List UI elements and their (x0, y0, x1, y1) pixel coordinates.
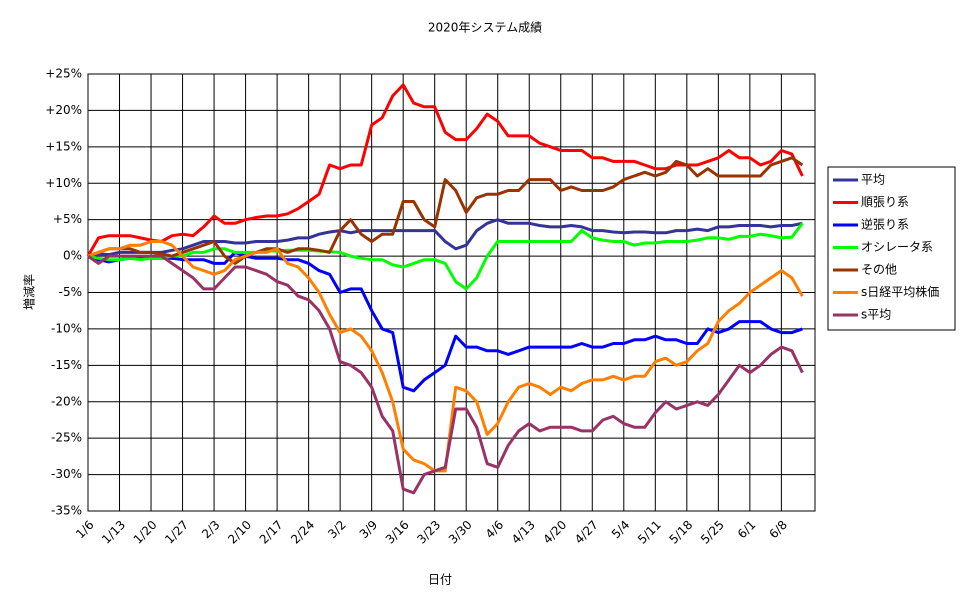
legend-label: 逆張り系 (861, 217, 909, 232)
y-tick-label: -25% (51, 431, 82, 445)
chart-title: 2020年システム成績 (428, 21, 542, 35)
x-tick-label: 2/10 (225, 518, 254, 547)
x-tick-label: 5/11 (635, 518, 664, 547)
y-tick-label: +25% (45, 67, 82, 81)
legend-label: s日経平均株価 (861, 284, 939, 299)
x-tick-label: 1/20 (131, 518, 160, 547)
x-tick-label: 4/6 (483, 518, 507, 542)
legend-label: 順張り系 (861, 195, 909, 209)
x-tick-label: 3/23 (414, 518, 443, 547)
y-tick-label: +15% (45, 139, 82, 153)
x-tick-label: 3/30 (446, 518, 475, 547)
y-tick-label: -5% (59, 285, 82, 299)
series-line (87, 240, 804, 473)
y-tick-label: 0% (63, 249, 82, 263)
legend-label: オシレータ系 (861, 240, 933, 254)
series-line (87, 222, 804, 291)
x-tick-label: 6/8 (766, 518, 790, 542)
x-tick-label: 3/9 (357, 518, 381, 542)
x-tick-label: 5/4 (609, 518, 633, 542)
x-tick-label: 2/17 (257, 518, 286, 547)
y-axis-label: 増減率 (22, 274, 37, 310)
series-line (87, 254, 804, 495)
y-tick-label: -30% (51, 467, 82, 481)
y-tick-label: -15% (51, 358, 82, 372)
series-line (87, 250, 803, 393)
y-tick-label: +10% (45, 176, 82, 190)
legend-label: s平均 (861, 308, 891, 322)
x-tick-label: 1/27 (162, 518, 191, 547)
x-tick-label: 6/1 (735, 518, 759, 542)
x-tick-label: 4/27 (572, 518, 601, 547)
legend-label: 平均 (861, 173, 885, 187)
x-tick-label: 3/16 (383, 518, 412, 547)
y-tick-label: -20% (51, 394, 82, 408)
x-tick-label: 1/6 (73, 518, 97, 542)
y-tick-label: -10% (51, 321, 82, 335)
y-tick-label: +5% (53, 212, 82, 226)
legend-label: その他 (861, 263, 897, 277)
y-tick-label: -35% (51, 504, 82, 518)
series-line (87, 218, 803, 258)
y-tick-label: +20% (45, 103, 82, 117)
x-tick-label: 5/18 (666, 518, 695, 547)
x-tick-label: 1/13 (99, 518, 128, 547)
x-tick-label: 5/25 (698, 518, 727, 547)
x-tick-label: 2/3 (199, 518, 223, 542)
x-tick-label: 4/20 (540, 518, 569, 547)
x-tick-label: 2/24 (288, 518, 317, 547)
x-tick-label: 3/2 (325, 518, 349, 542)
x-tick-label: 4/13 (509, 518, 538, 547)
series-line (87, 156, 804, 265)
x-axis-label: 日付 (428, 573, 452, 587)
